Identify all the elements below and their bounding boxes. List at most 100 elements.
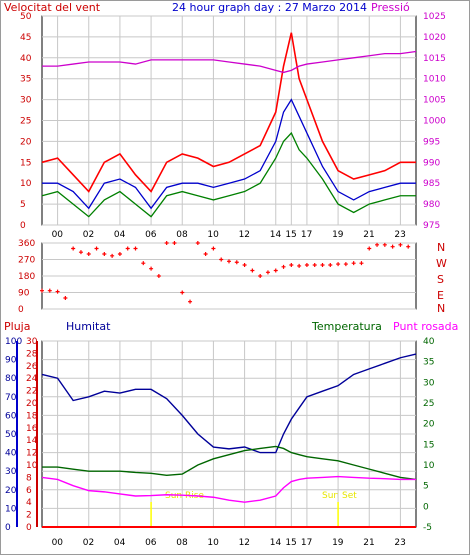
rain-y-tick: 30 [5, 467, 17, 477]
humidity-scale-tick: 8 [26, 473, 32, 483]
sunset-label: Sun Set [322, 491, 357, 501]
rain-y-tick: 0 [5, 523, 11, 533]
series-speed [41, 131, 416, 218]
direction-y-tick: 270 [18, 256, 35, 266]
rain-y-tick: 100 [5, 337, 22, 347]
rain-y-tick: 50 [5, 430, 17, 440]
wind-y-tick: 5 [20, 200, 26, 210]
pressure-y-tick: 1015 [423, 54, 446, 64]
temperature-y-tick: 0 [423, 502, 429, 512]
rain-y-tick: 10 [5, 504, 17, 514]
wind-x-tick: 12 [239, 230, 250, 240]
humidity-scale-tick: 10 [26, 461, 38, 471]
direction-point [265, 270, 270, 275]
temperature-y-tick: 20 [423, 420, 435, 430]
direction-point [125, 246, 130, 251]
humidity-x-tick: 04 [114, 538, 126, 548]
direction-y-tick: 180 [18, 272, 35, 282]
humidity-x-tick: 00 [52, 538, 64, 548]
wind-y-tick: 40 [20, 54, 32, 64]
direction-point [273, 268, 278, 273]
direction-point [227, 259, 231, 264]
direction-letter-n-bottom: N [437, 302, 445, 315]
direction-point [164, 241, 169, 245]
direction-point [297, 263, 302, 268]
temperature-y-tick: 10 [423, 461, 435, 471]
wind-x-tick: 19 [332, 230, 344, 240]
direction-point [320, 263, 325, 267]
rain-y-tick: 20 [5, 486, 17, 496]
direction-point [312, 263, 317, 267]
direction-point [304, 263, 309, 267]
direction-point [133, 246, 138, 251]
direction-point [281, 264, 286, 269]
direction-point [110, 253, 115, 258]
temperature-y-tick: -5 [423, 523, 432, 533]
direction-point [40, 288, 44, 293]
direction-point [141, 261, 146, 266]
temperature-y-tick: 5 [423, 482, 429, 492]
rain-y-tick: 40 [5, 449, 17, 459]
wind-y-tick: 20 [20, 137, 32, 147]
rain-y-tick: 60 [5, 411, 17, 421]
direction-point [258, 274, 263, 278]
direction-point [351, 261, 356, 266]
direction-y-tick: 0 [18, 305, 24, 315]
humidity-scale-tick: 12 [26, 449, 37, 459]
humidity-x-tick: 23 [394, 538, 405, 548]
rain-y-tick: 80 [5, 374, 17, 384]
direction-point [250, 268, 255, 273]
pressure-y-tick: 980 [423, 200, 440, 210]
wind-x-tick: 06 [145, 230, 157, 240]
direction-point [375, 242, 380, 247]
humidity-scale-tick: 14 [26, 436, 38, 446]
pressure-label: Pressió [371, 1, 410, 14]
direction-point [63, 296, 68, 300]
humidity-x-tick: 06 [145, 538, 157, 548]
rain-y-tick: 90 [5, 356, 17, 366]
direction-y-tick: 360 [18, 239, 35, 249]
pressure-y-tick: 995 [423, 137, 440, 147]
humidity-scale-tick: 2 [26, 511, 32, 521]
series-average [42, 98, 416, 210]
series-gust [41, 32, 416, 193]
pressure-y-tick: 985 [423, 179, 440, 189]
wind-speed-label: Velocitat del vent [4, 1, 101, 14]
direction-point [78, 250, 83, 255]
direction-point [156, 274, 161, 278]
wind-y-tick: 35 [20, 75, 31, 85]
wind-y-tick: 50 [20, 12, 32, 22]
rain-label: Pluja [4, 320, 30, 333]
direction-point [328, 263, 333, 267]
series-pressure [42, 50, 417, 74]
wind-x-tick: 17 [301, 230, 312, 240]
temperature-y-tick: 30 [423, 378, 435, 388]
direction-point [359, 261, 364, 266]
wind-y-tick: 45 [20, 33, 31, 43]
series-temperature [42, 445, 417, 481]
humidity-x-tick: 14 [270, 538, 282, 548]
pressure-y-tick: 975 [423, 221, 440, 231]
pressure-y-tick: 1005 [423, 96, 446, 106]
wind-x-tick: 15 [285, 230, 296, 240]
direction-point [211, 246, 216, 251]
direction-point [86, 252, 91, 256]
direction-point [149, 266, 154, 271]
direction-point [343, 262, 348, 267]
humidity-x-tick: 15 [285, 538, 296, 548]
humidity-scale-tick: 18 [26, 411, 38, 421]
humidity-scale-tick: 0 [26, 523, 32, 533]
humidity-scale-tick: 30 [26, 337, 38, 347]
wind-x-tick: 00 [52, 230, 64, 240]
temperature-y-tick: 15 [423, 440, 434, 450]
humidity-scale-tick: 22 [26, 387, 37, 397]
humidity-scale-tick: 26 [26, 362, 38, 372]
humidity-scale-tick: 16 [26, 424, 38, 434]
humidity-scale-tick: 28 [26, 349, 38, 359]
humidity-scale-tick: 24 [26, 374, 38, 384]
wind-y-tick: 25 [20, 117, 31, 127]
temperature-y-tick: 40 [423, 337, 435, 347]
series-humidity [41, 353, 417, 454]
humidity-x-tick: 12 [239, 538, 250, 548]
